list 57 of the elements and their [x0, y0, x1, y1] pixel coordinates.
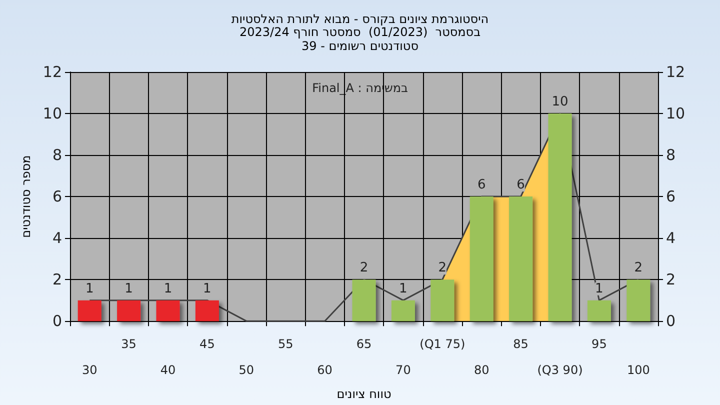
data-label: 1: [399, 281, 408, 296]
bar: [195, 300, 219, 322]
x-tick-label: 40: [160, 363, 176, 378]
x-tick-label: 30: [82, 363, 98, 378]
y-tick-label: 8: [52, 146, 62, 164]
y-tick-label: 10: [42, 104, 62, 123]
x-tick-label: 45: [200, 337, 215, 352]
data-label: 1: [203, 281, 212, 296]
y2-tick-label: 4: [666, 229, 676, 248]
y-tick-label: 6: [52, 188, 62, 206]
x-tick-label: 55: [278, 337, 294, 352]
x-tick-label: 65: [356, 337, 372, 352]
data-label: 10: [552, 94, 568, 110]
data-label: 2: [360, 260, 368, 276]
y-tick-label: 4: [52, 229, 62, 248]
bar: [626, 280, 650, 322]
y-tick-label: 12: [42, 63, 62, 81]
bar: [587, 300, 611, 322]
y2-tick-label: 2: [666, 270, 676, 289]
x-tick-label: (Q1 75): [420, 337, 466, 352]
data-label: 2: [634, 260, 643, 276]
bar: [352, 280, 376, 322]
data-label: 1: [595, 281, 604, 296]
x-tick-label: 70: [396, 363, 411, 378]
data-label: 2: [438, 260, 447, 276]
bar: [548, 114, 572, 322]
bar: [509, 196, 533, 322]
x-tick-label: 35: [121, 337, 136, 352]
x-tick-label: 50: [238, 363, 254, 378]
y2-tick-label: 0: [666, 312, 676, 330]
bar: [430, 280, 454, 322]
y2-tick-label: 6: [666, 188, 676, 206]
x-tick-label: 95: [592, 337, 607, 352]
y2-tick-label: 8: [666, 146, 676, 164]
chart-title: היסטוגרמת ציונים בקורס - מבוא לתורת האלסטיות: [231, 12, 489, 26]
x-tick-label: 100: [626, 363, 650, 378]
bar: [78, 300, 102, 322]
x-tick-label: 80: [474, 363, 490, 378]
chart-subtitle: בסמסטר (01/2023) סמסטר חורף 2023/24 סטודנטים רשומים - 39: [239, 25, 481, 53]
data-label: 1: [164, 281, 172, 296]
y-tick-label: 2: [52, 270, 62, 289]
x-tick-label: 85: [513, 337, 528, 352]
bar: [470, 196, 494, 322]
bar: [391, 300, 415, 322]
data-label: 6: [516, 178, 525, 193]
data-label: 6: [477, 178, 486, 193]
x-axis-title: טווח ציונים: [336, 387, 392, 401]
y2-tick-label: 10: [666, 104, 686, 123]
y-axis-title: מספר סטודנטים: [19, 155, 34, 238]
x-tick-label: (Q3 90): [537, 363, 583, 378]
bar: [156, 300, 180, 322]
x-tick-label: 60: [317, 363, 332, 378]
y-tick-label: 0: [52, 312, 62, 330]
data-label: 1: [124, 281, 133, 296]
data-label: 1: [85, 281, 94, 296]
y2-tick-label: 12: [666, 63, 686, 81]
bar: [117, 300, 141, 322]
